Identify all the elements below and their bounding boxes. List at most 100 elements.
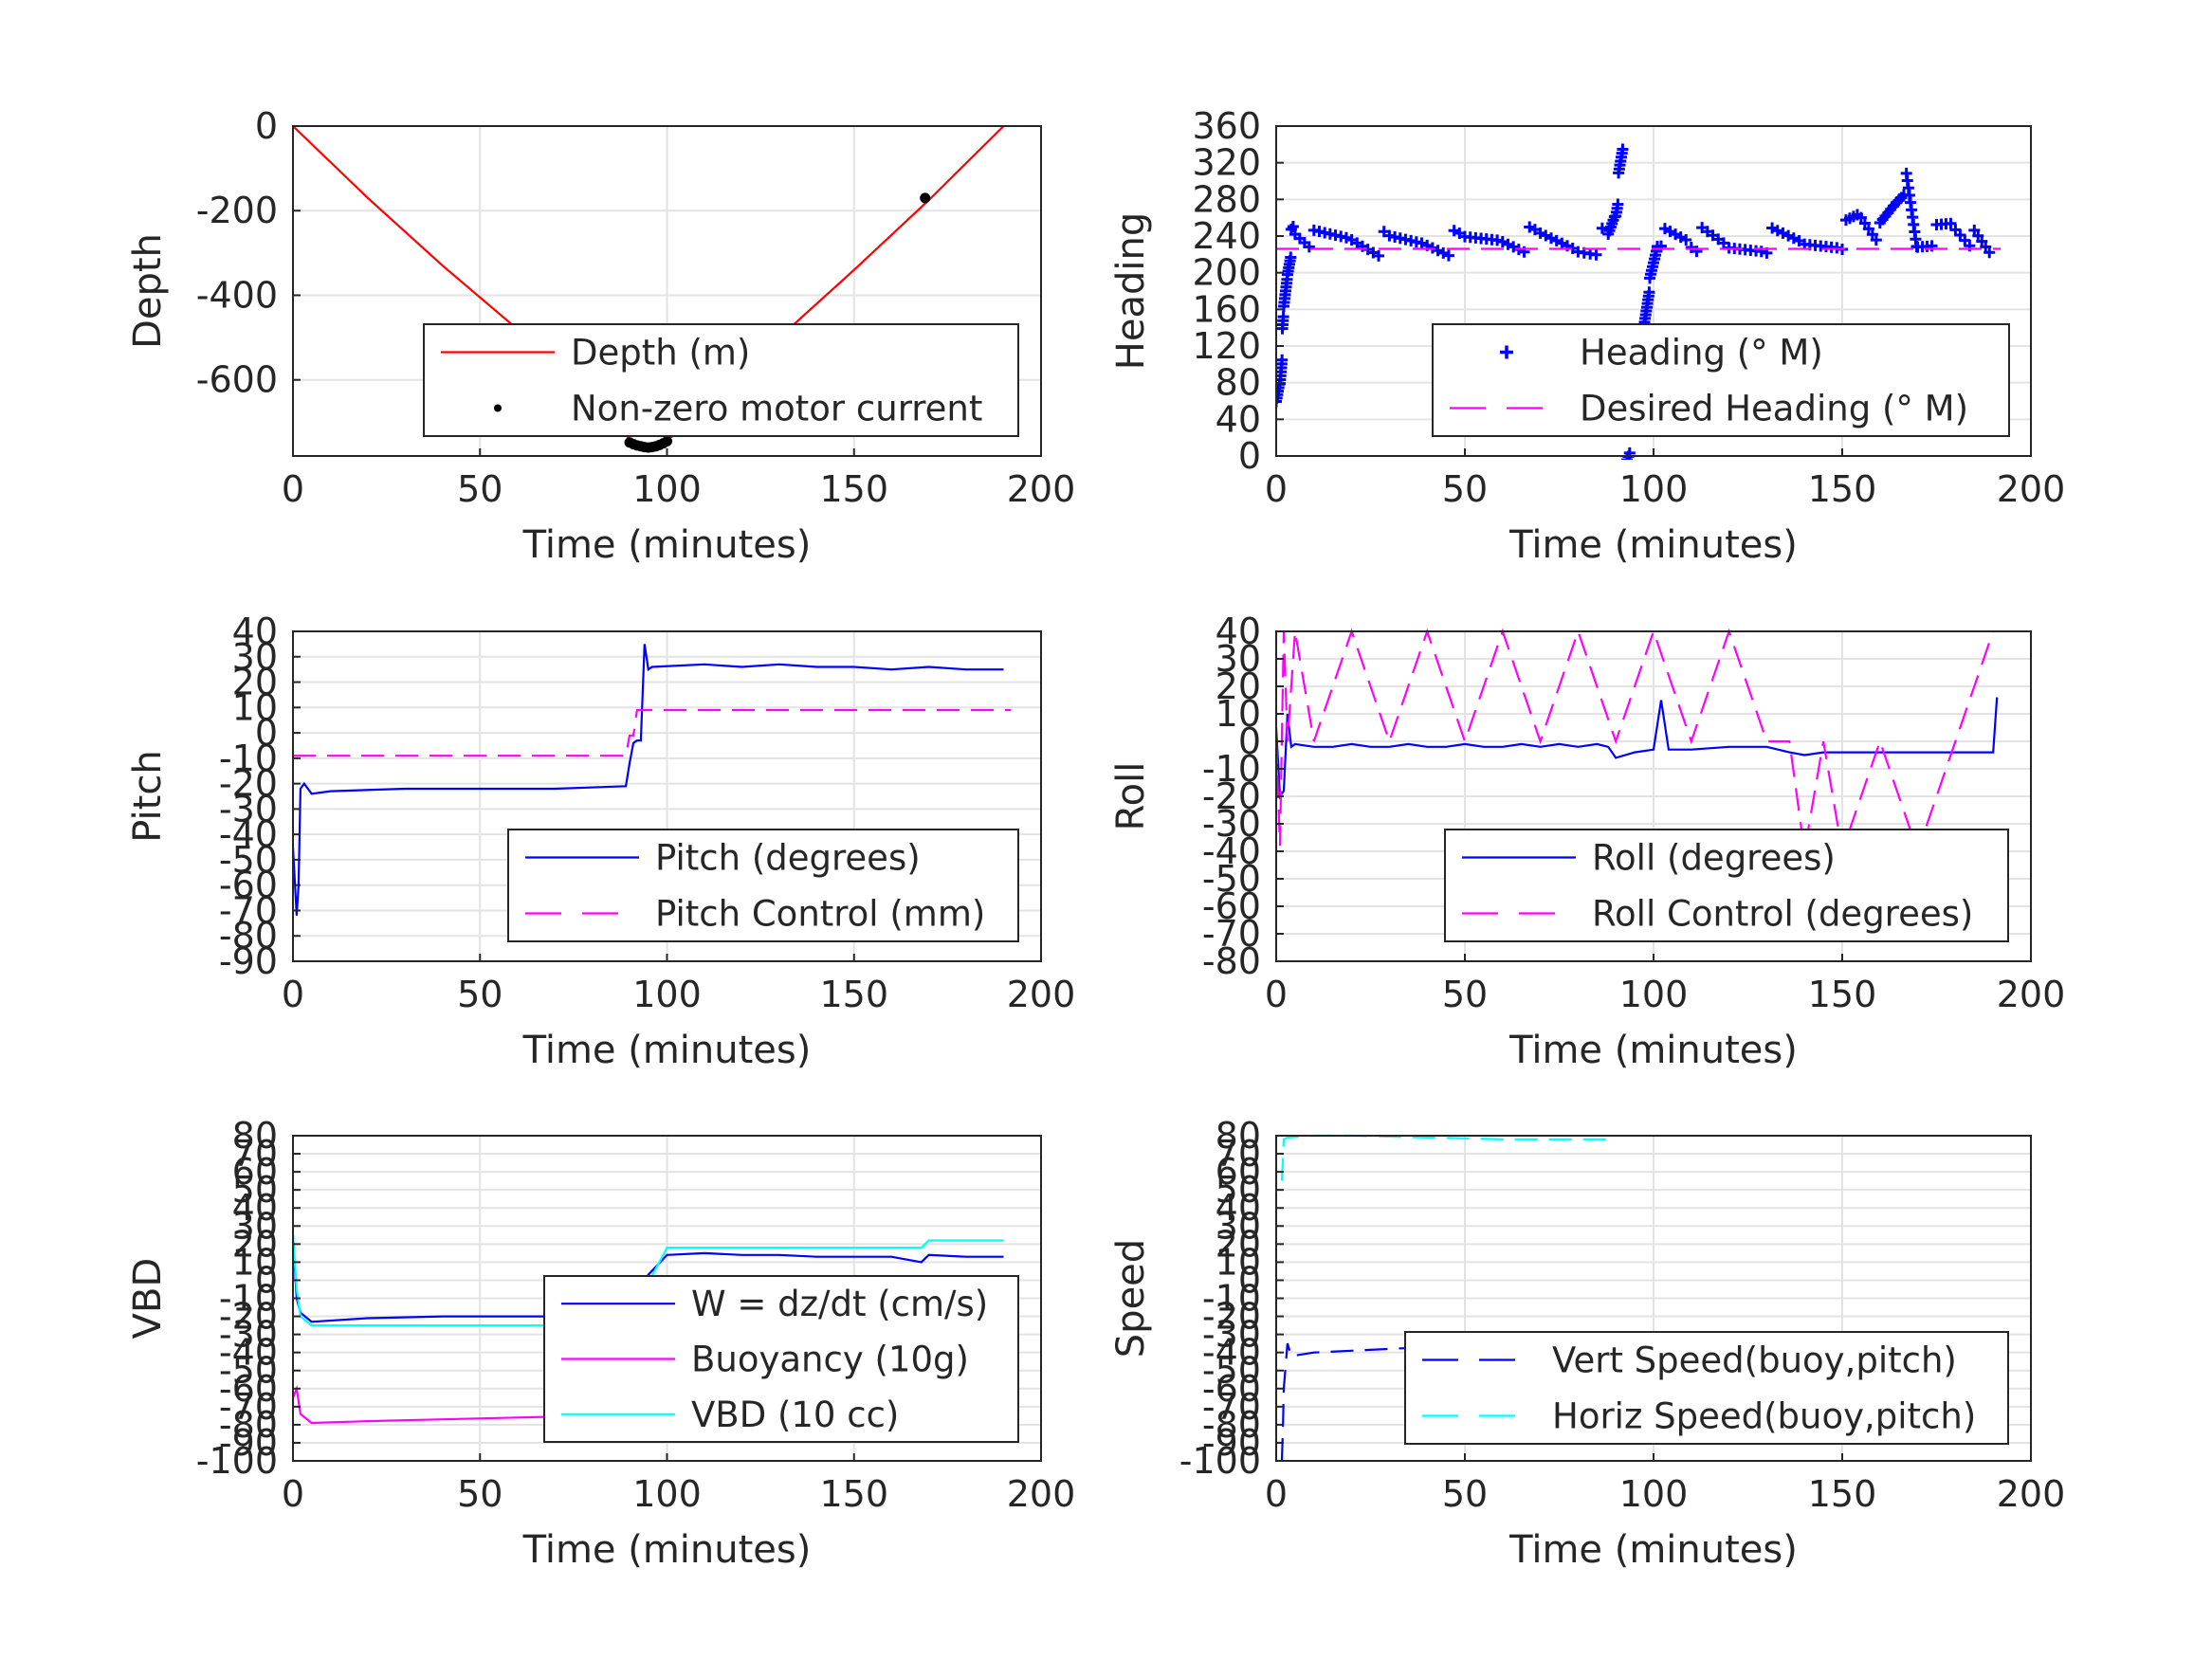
vbd-ytick-label: -20 (219, 1296, 278, 1338)
speed-legend: Vert Speed(buoy,pitch) Horiz Speed(buoy,p… (1404, 1331, 2009, 1445)
roll-ytick-label: -20 (1202, 775, 1261, 817)
vbd-legend-label: Buoyancy (10g) (691, 1340, 969, 1380)
heading-xtick-label: 50 (1442, 468, 1488, 510)
speed-ytick-label: 0 (1238, 1259, 1261, 1301)
roll-legend-label: Roll (degrees) (1592, 838, 1836, 879)
vbd-ytick-label: -100 (196, 1440, 278, 1482)
roll-ytick-label: 10 (1216, 693, 1261, 735)
speed-xtick-label: 200 (1997, 1473, 2066, 1515)
pitch-ytick-label: -80 (219, 915, 278, 957)
vbd-legend: W = dz/dt (cm/s) Buoyancy (10g) VBD (10 cc… (543, 1275, 1019, 1443)
depth-ytick-label: -600 (196, 359, 278, 401)
pitch-xtick-label: 150 (819, 974, 888, 1015)
vbd-legend-label: VBD (10 cc) (691, 1395, 899, 1435)
heading-series-0-point (1612, 198, 1624, 210)
heading-xtick-label: 0 (1265, 468, 1288, 510)
speed-ytick-label: 30 (1216, 1205, 1261, 1247)
heading-ytick-label: 120 (1192, 325, 1261, 367)
roll-xtick-label: 200 (1997, 974, 2066, 1015)
vbd-ytick-label: 60 (232, 1151, 278, 1193)
roll-xtick-label: 0 (1265, 974, 1288, 1015)
speed-ytick-label: 10 (1216, 1241, 1261, 1283)
pitch-ytick-label: 20 (232, 662, 278, 703)
heading-series-0-point (1491, 234, 1504, 246)
heading-ytick-label: 0 (1238, 435, 1261, 477)
heading-series-0-point (1590, 248, 1602, 261)
heading-series-0-point (1277, 311, 1289, 323)
heading-series-0-point (1945, 217, 1957, 229)
vbd-legend-label: W = dz/dt (cm/s) (691, 1284, 988, 1324)
roll-ytick-label: 30 (1216, 638, 1261, 680)
speed-ytick-label: 40 (1216, 1187, 1261, 1229)
roll-ytick-label: -10 (1202, 748, 1261, 790)
pitch-series-group (293, 644, 1012, 916)
heading-series-0-point (1303, 241, 1315, 253)
speed-ytick-label: -70 (1202, 1386, 1261, 1428)
heading-ylabel: Heading (1109, 212, 1153, 370)
vbd-ytick-label: 10 (232, 1241, 278, 1283)
roll-ytick-label: 20 (1216, 665, 1261, 707)
heading-series-0-point (1691, 246, 1703, 258)
pitch-ytick-label: -90 (219, 940, 278, 982)
pitch-ytick-label: 30 (232, 636, 278, 678)
heading-series-0-point (1276, 395, 1282, 408)
speed-ytick-label: -40 (1202, 1332, 1261, 1374)
heading-series-0-point (1340, 231, 1352, 244)
vbd-ytick-label: 70 (232, 1133, 278, 1175)
roll-xtick-label: 100 (1619, 974, 1689, 1015)
pitch-ytick-label: -30 (219, 788, 278, 830)
heading-ytick-label: 200 (1192, 252, 1261, 294)
heading-series-0-point (1983, 246, 1996, 259)
pitch-xtick-label: 0 (282, 974, 304, 1015)
roll-series-1-line (1276, 628, 1995, 855)
speed-ytick-label: -60 (1202, 1368, 1261, 1410)
vbd-ytick-label: -40 (219, 1332, 278, 1374)
heading-legend-box (1432, 323, 2010, 437)
speed-xtick-label: 100 (1619, 1473, 1689, 1515)
speed-xtick-label: 150 (1808, 1473, 1877, 1515)
heading-xtick-label: 200 (1997, 468, 2066, 510)
heading-series-0-point (1680, 234, 1692, 246)
heading-series-0-point (1870, 234, 1882, 246)
roll-ytick-label: -30 (1202, 803, 1261, 845)
vbd-ytick-label: 30 (232, 1205, 278, 1247)
depth-legend-label: Non-zero motor current (571, 389, 982, 429)
heading-series-0-point (1373, 249, 1385, 262)
vbd-ytick-label: 80 (232, 1115, 278, 1157)
roll-xtick-label: 50 (1442, 974, 1488, 1015)
heading-series-0-point (1831, 242, 1843, 254)
heading-chart: 0 50 100 150 20004080120160200240280320360Ti… (1109, 105, 2065, 567)
speed-chart: 0 50 100 150 20080706050403020100-10-20-30-4… (1109, 1115, 2065, 1572)
vbd-ytick-label: 50 (232, 1169, 278, 1211)
pitch-xlabel: Time (minutes) (522, 1029, 812, 1072)
vbd-ytick-label: 20 (232, 1223, 278, 1265)
speed-ytick-label: -50 (1202, 1350, 1261, 1392)
pitch-xtick-label: 50 (457, 974, 503, 1015)
depth-series-group (293, 125, 1005, 453)
pitch-xtick-label: 100 (632, 974, 702, 1015)
roll-xlabel: Time (minutes) (1508, 1029, 1798, 1072)
depth-xtick-label: 0 (282, 468, 304, 510)
speed-xtick-label: 0 (1265, 1473, 1288, 1515)
heading-series-0-point (1643, 286, 1655, 299)
speed-ytick-label: -30 (1202, 1314, 1261, 1356)
roll-ytick-label: -40 (1202, 830, 1261, 872)
depth-legend-box (423, 323, 1019, 437)
heading-xlabel: Time (minutes) (1508, 523, 1798, 567)
depth-chart: 0 50 100 150 200 0 -200 -400 -600 Time (minutes) D… (126, 105, 1075, 567)
pitch-legend-label: Pitch Control (mm) (655, 894, 985, 935)
speed-ytick-label: -20 (1202, 1296, 1261, 1338)
depth-xtick-label: 200 (1007, 468, 1076, 510)
heading-ytick-label: 80 (1216, 362, 1261, 404)
roll-ytick-label: -80 (1202, 940, 1261, 982)
vbd-xtick-label: 100 (632, 1473, 702, 1515)
depth-ylabel: Depth (126, 233, 170, 349)
speed-xtick-label: 50 (1442, 1473, 1488, 1515)
pitch-ytick-label: -60 (219, 865, 278, 906)
pitch-ytick-label: -50 (219, 839, 278, 881)
vbd-ylabel: VBD (126, 1258, 170, 1340)
heading-ytick-label: 360 (1192, 105, 1261, 147)
depth-legend-swatch (494, 404, 502, 412)
roll-legend: Roll (degrees) Roll Control (degrees) (1444, 829, 2009, 942)
